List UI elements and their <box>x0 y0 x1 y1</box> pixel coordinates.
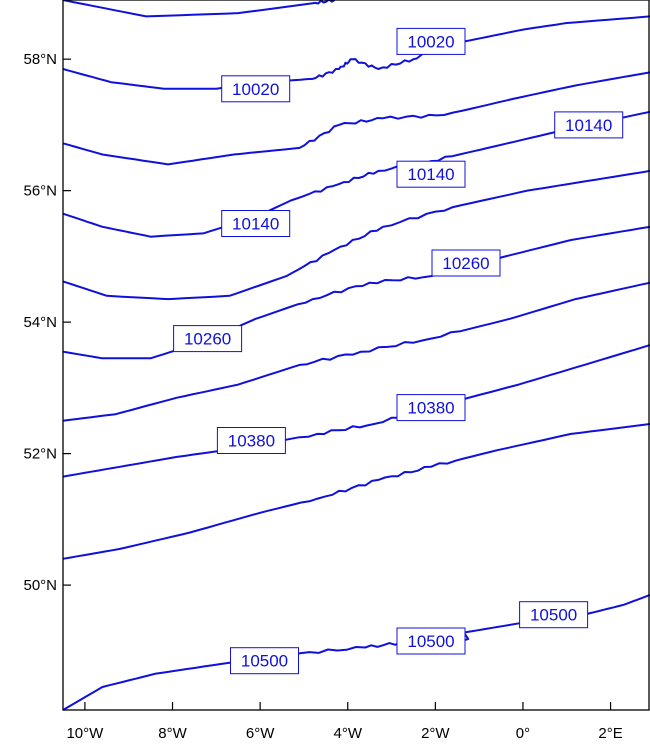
contour-label: 10380 <box>216 427 286 454</box>
contour-label-text: 10380 <box>407 399 454 418</box>
contour-label: 10140 <box>396 160 466 188</box>
contour-label-box <box>396 160 466 188</box>
contour-label-text: 10260 <box>184 330 231 349</box>
contour-label: 10380 <box>396 394 466 422</box>
contour-line <box>62 423 650 560</box>
contour-line <box>62 0 336 18</box>
y-tick-label: 58°N <box>23 51 57 68</box>
contour-label: 10140 <box>554 111 624 139</box>
contour-label-text: 10380 <box>228 432 275 451</box>
contour-line <box>62 225 650 360</box>
x-tick-label: 6°W <box>246 725 275 742</box>
contour-label: 10500 <box>519 601 589 629</box>
contour-label: 10500 <box>230 647 299 675</box>
contour-label: 10140 <box>221 210 291 237</box>
contour-label: 10500 <box>396 627 466 655</box>
contour-label-box <box>216 427 286 454</box>
y-tick-label: 54°N <box>23 314 57 331</box>
contour-line <box>62 281 650 422</box>
contour-line <box>62 15 650 90</box>
contour-label-box <box>519 601 589 629</box>
contour-label-box <box>221 210 291 237</box>
contour-label-box <box>173 325 243 353</box>
x-tick-label: 2°E <box>598 725 622 742</box>
contour-label-text: 10140 <box>565 116 612 135</box>
map-frame <box>62 0 650 711</box>
contour-label-text: 10260 <box>442 254 489 273</box>
contour-label-box <box>396 27 466 55</box>
contour-label-text: 10020 <box>232 80 279 99</box>
contour-label-text: 10500 <box>407 632 454 651</box>
x-tick-label: 10°W <box>66 725 104 742</box>
contour-label-text: 10500 <box>530 606 577 625</box>
x-tick-label: 4°W <box>333 725 362 742</box>
x-tick-label: 2°W <box>421 725 450 742</box>
contour-label-box <box>396 627 466 655</box>
y-tick-label: 56°N <box>23 183 57 200</box>
x-tick-label: 8°W <box>158 725 187 742</box>
contour-label-box <box>396 394 466 422</box>
axis-tick-layer: 10°W 8°W 6°W 4°W 2°W 0° 2°E 50°N 52°N 54°N 56°N 58°… <box>23 51 622 742</box>
contour-label: 10020 <box>396 27 466 55</box>
contour-label-text: 10140 <box>407 165 454 184</box>
contour-label: 10020 <box>221 75 291 103</box>
contour-label-box <box>230 647 299 675</box>
contour-label-box <box>554 111 624 139</box>
contour-label: 10260 <box>431 249 501 277</box>
contour-label-text: 10500 <box>241 652 288 671</box>
contour-line <box>62 169 650 301</box>
contour-line <box>62 344 650 478</box>
contour-line <box>62 110 650 238</box>
x-tick-label: 0° <box>516 725 530 742</box>
contour-label-layer: 10020 10020 10140 10140 10140 10260 10260 10380… <box>173 27 624 675</box>
contour-label-box <box>221 75 291 103</box>
contour-label-text: 10140 <box>232 215 279 234</box>
contour-line <box>62 71 650 166</box>
y-tick-label: 52°N <box>23 446 57 463</box>
y-tick-label: 50°N <box>23 577 57 594</box>
contour-label-box <box>431 249 501 277</box>
contour-label: 10260 <box>173 325 243 353</box>
contour-label-text: 10020 <box>407 32 454 51</box>
